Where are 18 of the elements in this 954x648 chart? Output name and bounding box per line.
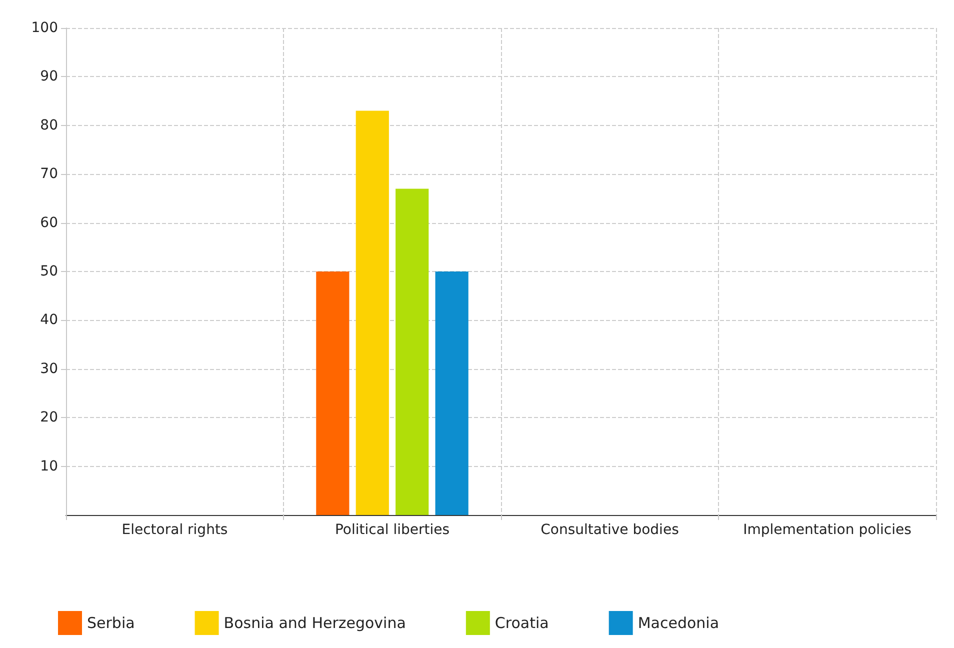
x-tick-label: Electoral rights bbox=[122, 522, 228, 538]
legend-label: Bosnia and Herzegovina bbox=[224, 614, 406, 632]
y-tick-label: 50 bbox=[40, 264, 58, 280]
y-tick-label: 60 bbox=[40, 214, 58, 231]
y-tick-label: 70 bbox=[40, 166, 58, 182]
y-tick-label: 80 bbox=[40, 117, 58, 134]
y-tick-label: 40 bbox=[40, 312, 58, 328]
legend-label: Serbia bbox=[87, 614, 135, 632]
x-tick-label: Implementation policies bbox=[743, 522, 912, 538]
x-tick-label: Consultative bodies bbox=[540, 522, 679, 538]
x-tick-label: Political liberties bbox=[334, 522, 450, 538]
y-tick-label: 100 bbox=[31, 20, 58, 36]
legend-label: Croatia bbox=[494, 614, 549, 632]
y-tick-label: 20 bbox=[40, 410, 58, 426]
y-tick-label: 30 bbox=[40, 360, 58, 377]
y-tick-label: 90 bbox=[40, 68, 58, 85]
legend-label: Macedonia bbox=[638, 614, 720, 632]
y-tick-label: 10 bbox=[40, 458, 58, 474]
